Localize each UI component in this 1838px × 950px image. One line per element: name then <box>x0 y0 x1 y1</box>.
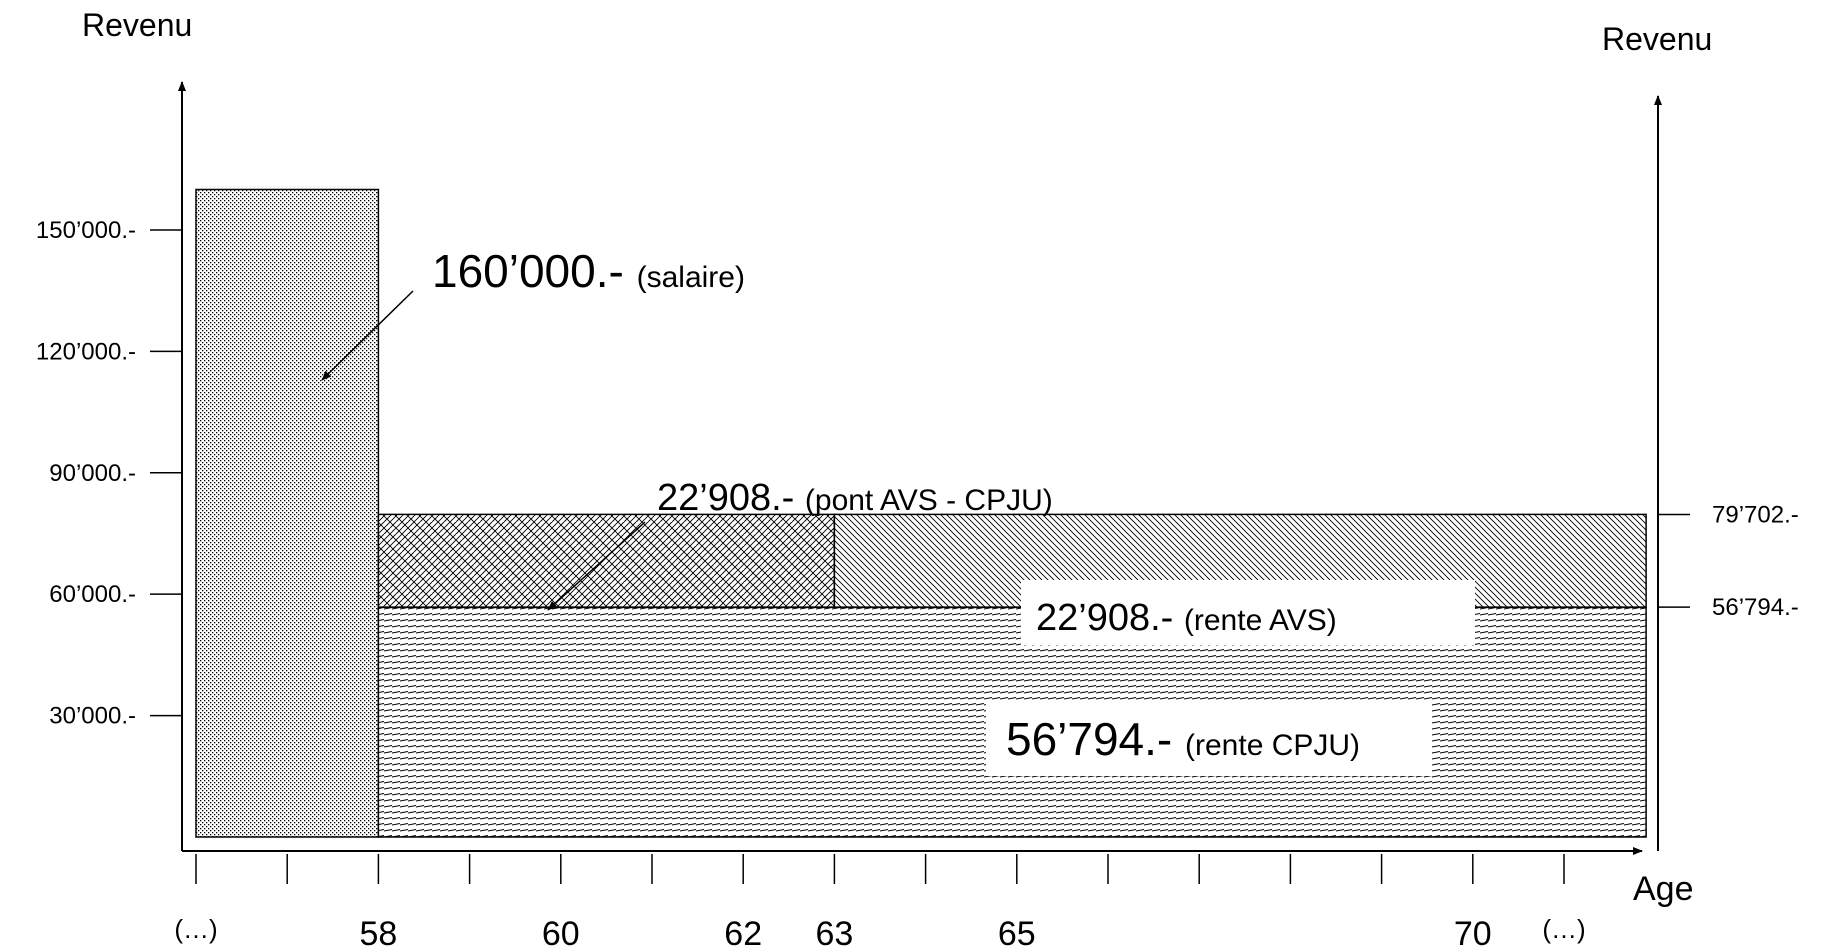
x-tick-label-71: (…) <box>1542 914 1585 944</box>
pont-avs-label-desc: (pont AVS - CPJU) <box>805 484 1053 517</box>
left-y-tick-label-90000: 90’000.- <box>49 460 136 487</box>
right-axis-title: Revenu <box>1602 21 1712 57</box>
right-y-tick-label-79702: 79’702.- <box>1712 501 1799 528</box>
rente-avs-label: 22’908.- (rente AVS) <box>1036 597 1337 639</box>
left-y-tick-label-30000: 30’000.- <box>49 703 136 730</box>
left-y-tick-label-120000: 120’000.- <box>36 338 136 365</box>
bar-segment-salaire <box>195 188 380 838</box>
rente-avs-label-desc: (rente AVS) <box>1184 604 1337 637</box>
rente-cpju-label-desc: (rente CPJU) <box>1185 729 1360 762</box>
x-tick-label-56: (…) <box>174 914 217 944</box>
salaire-arrow <box>321 290 414 381</box>
rente-cpju-label: 56’794.- (rente CPJU) <box>1006 713 1360 765</box>
x-tick-label-58: 58 <box>359 915 397 950</box>
salaire-label: 160’000.- (salaire) <box>432 245 745 297</box>
right-y-tick-label-56794: 56’794.- <box>1712 594 1799 621</box>
bar-segment-pont-avs <box>377 513 836 608</box>
x-tick-label-65: 65 <box>998 915 1036 950</box>
x-tick-label-60: 60 <box>542 915 580 950</box>
x-tick-label-63: 63 <box>815 915 853 950</box>
salaire-label-desc: (salaire) <box>637 261 745 294</box>
rente-cpju-label-amount: 56’794.- <box>1006 713 1185 765</box>
pont-avs-label: 22’908.- (pont AVS - CPJU) <box>657 477 1053 519</box>
pont-avs-label-amount: 22’908.- <box>657 477 805 519</box>
pont-avs-arrow <box>547 521 646 611</box>
salaire-label-amount: 160’000.- <box>432 245 637 297</box>
rente-cpju-label-box <box>986 701 1432 776</box>
left-y-tick-label-60000: 60’000.- <box>49 581 136 608</box>
x-axis-title: Age <box>1633 870 1694 908</box>
rente-avs-label-amount: 22’908.- <box>1036 597 1184 639</box>
rente-avs-label-box <box>1021 580 1475 645</box>
left-axis-title: Revenu <box>82 7 192 43</box>
x-tick-label-62: 62 <box>724 915 762 950</box>
x-tick-label-70: 70 <box>1454 915 1492 950</box>
left-y-tick-label-150000: 150’000.- <box>36 217 136 244</box>
